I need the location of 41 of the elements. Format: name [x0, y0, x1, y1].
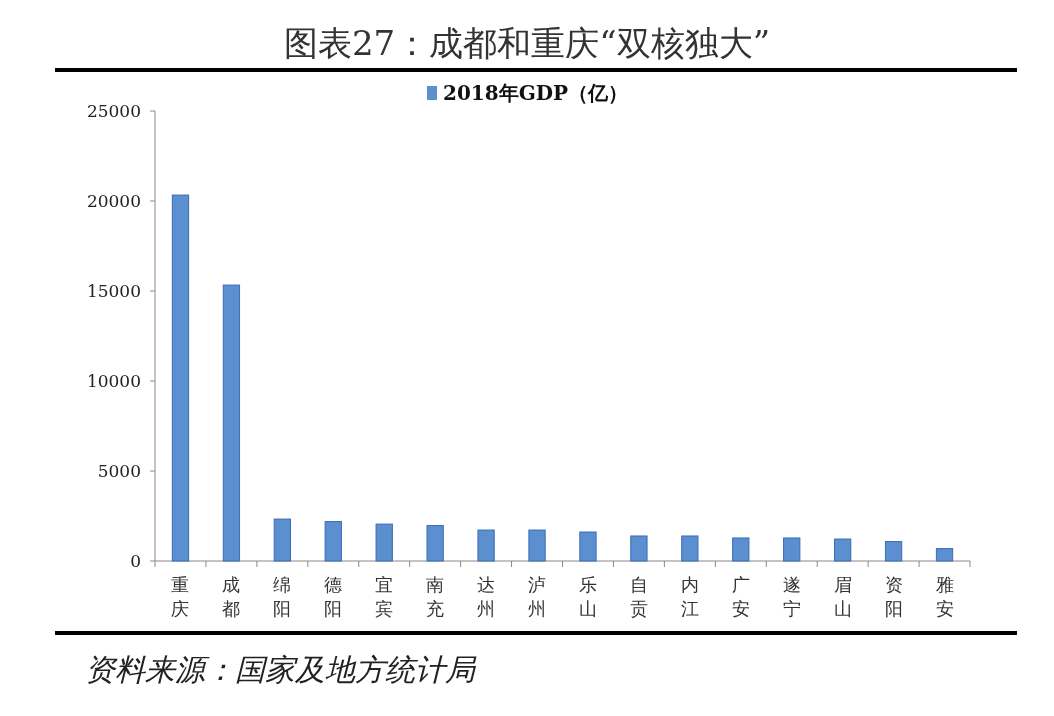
bar — [834, 538, 852, 562]
bar — [171, 194, 190, 562]
x-tick-label: 遂宁 — [782, 574, 801, 619]
bar — [681, 535, 699, 562]
x-tick-label: 乐山 — [578, 574, 597, 619]
bar — [783, 537, 801, 562]
bar — [375, 523, 393, 562]
x-tick-label: 南充 — [426, 574, 445, 619]
y-tick-label: 10000 — [86, 371, 141, 391]
x-tick-label: 成都 — [222, 574, 241, 619]
bar — [222, 284, 241, 562]
bar — [477, 529, 495, 562]
bar — [324, 521, 342, 562]
legend-label: 2018年GDP（亿） — [443, 81, 629, 105]
x-tick-label: 资阳 — [884, 574, 903, 619]
x-tick-label: 雅安 — [935, 574, 954, 619]
bar — [935, 548, 954, 562]
bar — [273, 518, 291, 562]
x-tick-label: 内江 — [680, 574, 699, 619]
x-tick-label: 德阳 — [324, 574, 343, 619]
bar — [579, 531, 597, 562]
text: 资料来源：国家及地方统计局 — [85, 652, 477, 687]
y-tick-label: 0 — [130, 551, 141, 571]
bar — [528, 529, 546, 562]
x-tick-label: 绵阳 — [273, 574, 292, 619]
x-tick-label: 广安 — [731, 574, 750, 619]
y-tick-label: 5000 — [97, 461, 141, 481]
bar — [630, 535, 648, 562]
bar — [732, 537, 750, 562]
x-tick-label: 重庆 — [171, 574, 190, 619]
chart-title: 图表27：成都和重庆“双核独大” — [283, 23, 771, 63]
y-tick-label: 20000 — [86, 191, 141, 211]
bar — [884, 541, 903, 562]
bar — [426, 525, 444, 562]
x-tick-label: 眉山 — [833, 574, 852, 619]
x-tick-label: 达州 — [477, 574, 496, 619]
x-tick-label: 泸州 — [528, 574, 547, 619]
x-tick-label: 自贡 — [629, 574, 648, 619]
y-tick-label: 15000 — [86, 281, 141, 301]
y-tick-label: 25000 — [86, 101, 141, 121]
x-tick-label: 宜宾 — [375, 574, 394, 619]
